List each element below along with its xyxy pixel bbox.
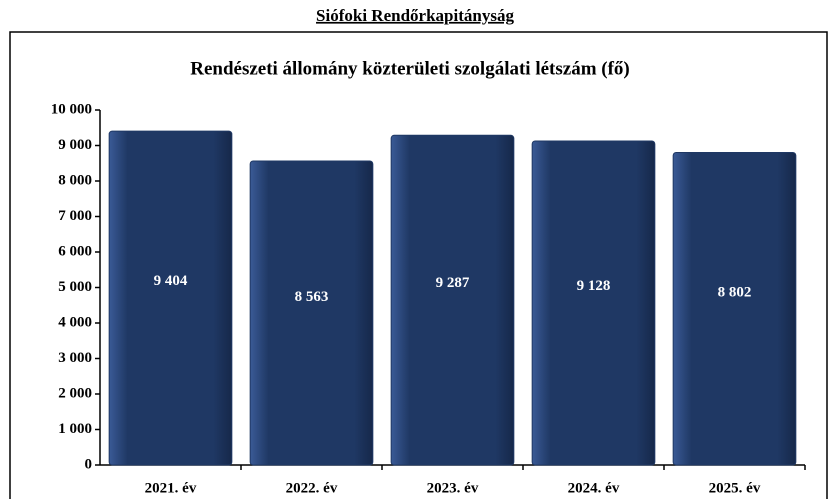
x-tick-label: 2022. év: [286, 480, 338, 496]
bar: [108, 130, 233, 466]
value-label: 9 404: [154, 273, 188, 289]
y-tick-label: 9 000: [58, 137, 92, 153]
y-tick-label: 0: [85, 456, 93, 472]
value-label: 9 128: [577, 278, 611, 294]
bar: [531, 140, 656, 466]
chart-title: Rendészeti állomány közterületi szolgála…: [190, 58, 630, 79]
y-tick-label: 5 000: [58, 279, 92, 295]
y-tick-label: 1 000: [58, 421, 92, 437]
value-label: 8 802: [718, 285, 752, 301]
y-tick-label: 6 000: [58, 243, 92, 259]
y-tick-label: 2 000: [58, 385, 92, 401]
bar: [390, 134, 515, 466]
bar: [672, 152, 797, 466]
x-tick-label: 2025. év: [709, 480, 761, 496]
y-tick-label: 4 000: [58, 314, 92, 330]
value-label: 9 287: [436, 275, 470, 291]
page-title: Siófoki Rendőrkapitányság: [316, 6, 514, 25]
bar: [249, 160, 374, 466]
y-tick-label: 10 000: [51, 101, 92, 117]
x-tick-label: 2021. év: [145, 480, 197, 496]
y-tick-label: 3 000: [58, 350, 92, 366]
y-tick-label: 8 000: [58, 172, 92, 188]
y-tick-label: 7 000: [58, 208, 92, 224]
x-tick-label: 2023. év: [427, 480, 479, 496]
x-tick-label: 2024. év: [568, 480, 620, 496]
value-label: 8 563: [295, 289, 329, 305]
chart-frame: [9, 31, 828, 499]
